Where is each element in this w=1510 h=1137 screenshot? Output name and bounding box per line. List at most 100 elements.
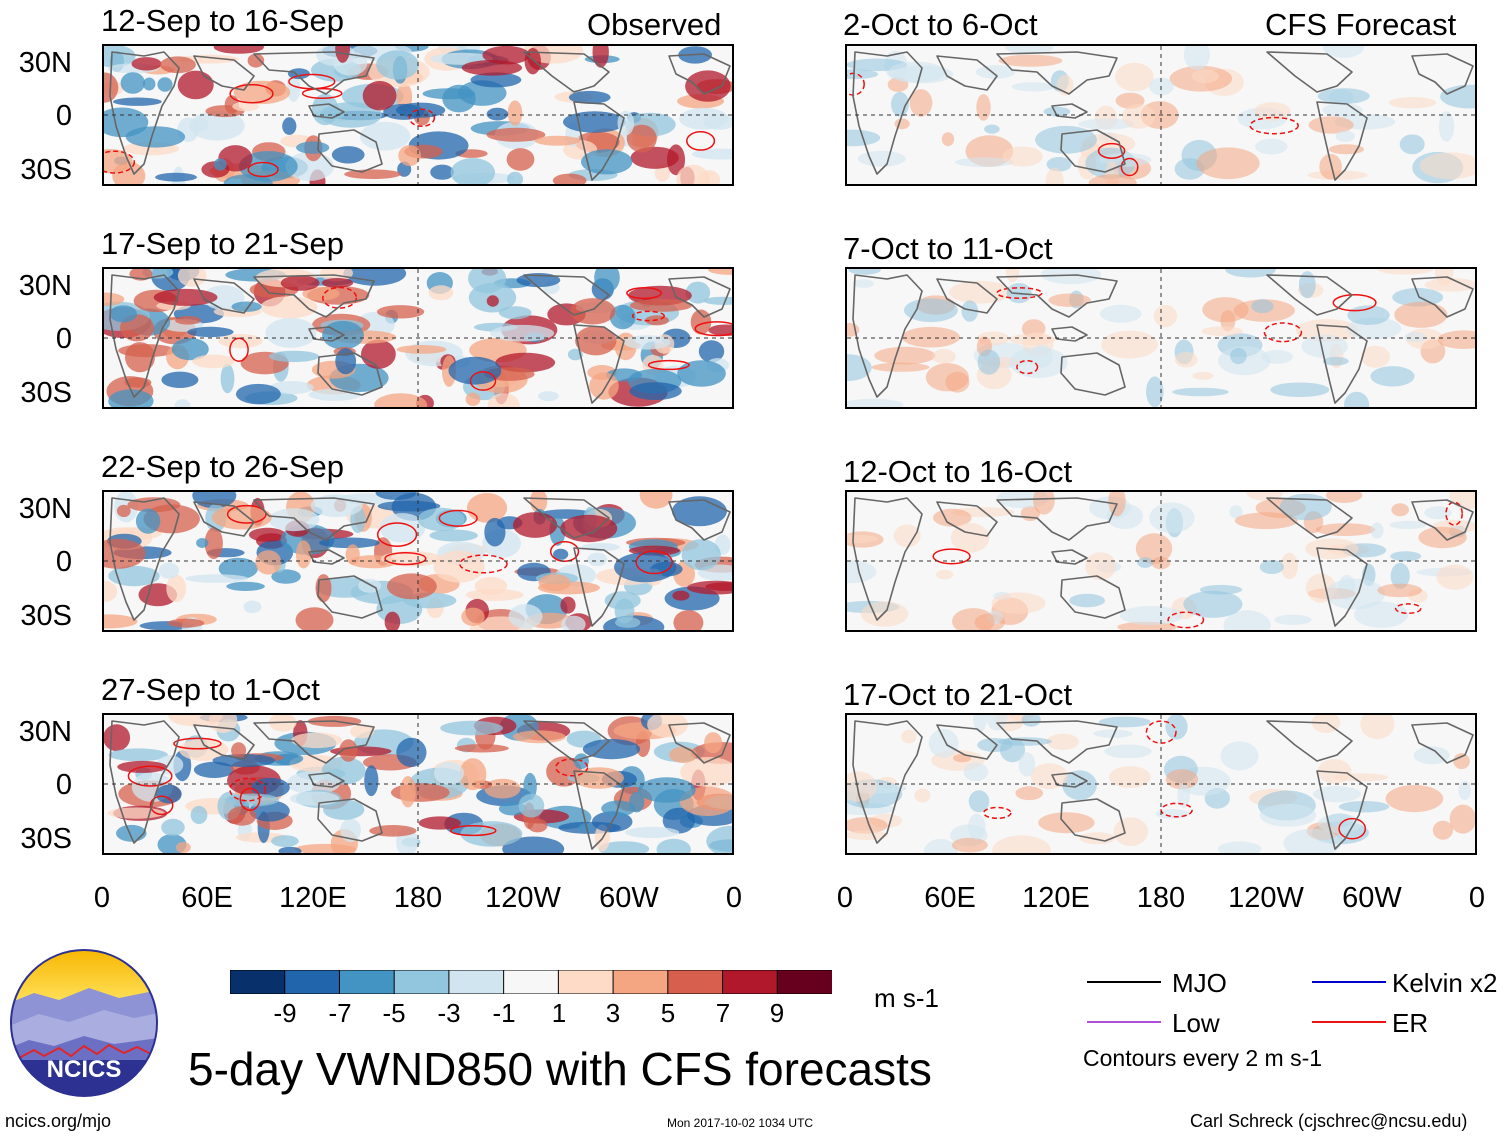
anomaly-patch (1046, 733, 1079, 750)
anomaly-patch (204, 527, 223, 560)
anomaly-patch (442, 84, 476, 113)
anomaly-patch (108, 748, 168, 762)
colorbar-swatch (557, 969, 615, 995)
contour-note: Contours every 2 m s-1 (1083, 1045, 1323, 1071)
anomaly-patch (1390, 562, 1410, 589)
anomaly-patch (667, 144, 685, 176)
anomaly-patch (1048, 293, 1091, 307)
anomaly-patch (1015, 786, 1044, 801)
anomaly-patch (1338, 801, 1390, 813)
anomaly-patch (1389, 520, 1427, 529)
panel-title-fc-2: 7-Oct to 11-Oct (843, 231, 1053, 266)
coastline (1411, 722, 1474, 764)
anomaly-patch (278, 846, 302, 853)
anomaly-patch (662, 807, 696, 834)
anomaly-patch (623, 335, 671, 350)
anomaly-patch (282, 117, 297, 135)
anomaly-patch (433, 761, 465, 785)
anomaly-patch (1225, 269, 1276, 278)
anomaly-patch (685, 281, 711, 304)
anomaly-patch (1199, 584, 1243, 595)
anomaly-patch (553, 548, 569, 560)
anomaly-patch (847, 398, 904, 407)
anomaly-patch (949, 280, 1012, 304)
anomaly-patch (233, 80, 291, 105)
anomaly-patch (220, 363, 235, 394)
anomaly-patch (1008, 333, 1056, 346)
colorbar-label-m9: -9 (273, 998, 297, 1028)
anomaly-patch (506, 171, 524, 184)
y-tick-0: 0 (55, 323, 72, 355)
anomaly-patch (384, 611, 401, 630)
anomaly-patch (1220, 310, 1236, 332)
coastline (1266, 51, 1353, 93)
anomaly-patch (482, 46, 531, 65)
colorbar-label-7: 7 (715, 998, 731, 1028)
er-contour (449, 825, 497, 837)
y-tick-30n: 30N (18, 493, 72, 525)
er-contour (694, 321, 732, 337)
coastline (1316, 770, 1368, 850)
anomaly-patch (508, 604, 543, 629)
anomaly-patch (1040, 269, 1102, 285)
anomaly-patch (362, 81, 397, 111)
anomaly-patch (647, 715, 689, 738)
colorbar-swatch (338, 969, 396, 995)
anomaly-patch (468, 269, 507, 294)
anomaly-patch (615, 617, 641, 628)
anomaly-patch (302, 286, 340, 301)
footer-timestamp: Mon 2017-10-02 1034 UTC (667, 1116, 814, 1130)
anomaly-patch (459, 758, 487, 791)
anomaly-patch (1109, 766, 1151, 788)
er-contour (982, 806, 1012, 820)
anomaly-patch (487, 393, 520, 407)
anomaly-patch (1183, 590, 1243, 618)
anomaly-patch (430, 164, 454, 180)
anomaly-patch (963, 762, 989, 782)
colorbar-label-m3: -3 (437, 998, 461, 1028)
coastline (1411, 499, 1474, 541)
anomaly-patch (1418, 526, 1467, 549)
anomaly-patch (335, 348, 357, 375)
x-tick-120w: 120W (485, 882, 561, 914)
anomaly-patch (260, 296, 318, 319)
anomaly-patch (998, 54, 1063, 67)
anomaly-patch (507, 100, 523, 126)
footer-url[interactable]: ncics.org/mjo (5, 1111, 112, 1131)
anomaly-patch (1002, 146, 1043, 167)
anomaly-patch (1119, 606, 1183, 625)
anomaly-patch (874, 346, 936, 365)
anomaly-patch (669, 746, 697, 763)
anomaly-patch (891, 91, 909, 117)
coastline (109, 274, 180, 398)
coastline (317, 352, 383, 396)
anomaly-patch (1458, 780, 1471, 801)
anomaly-patch (629, 299, 693, 312)
x-tick-60e: 60E (924, 882, 976, 914)
anomaly-patch (1033, 492, 1055, 515)
coastline (668, 53, 731, 95)
er-contour (1263, 322, 1303, 343)
anomaly-patch (109, 305, 138, 323)
anomaly-patch (187, 326, 234, 338)
anomaly-patch (1354, 601, 1409, 628)
anomaly-patch (677, 360, 726, 387)
anomaly-patch (155, 784, 182, 804)
y-tick-30s: 30S (20, 823, 72, 855)
anomaly-patch (232, 101, 260, 112)
anomaly-patch (1317, 88, 1370, 104)
x-tick-60w: 60W (1342, 882, 1402, 914)
anomaly-patch (350, 724, 375, 739)
er-contour (635, 550, 673, 575)
legend-label-kelvin: Kelvin x2 (1392, 968, 1498, 998)
anomaly-patch (1038, 812, 1095, 834)
anomaly-patch (681, 539, 721, 571)
anomaly-patch (1424, 506, 1452, 520)
anomaly-patch (168, 715, 223, 727)
anomaly-patch (190, 805, 208, 825)
map-panel-fc-4 (845, 713, 1477, 855)
anomaly-patch (904, 298, 958, 323)
coastline (1411, 276, 1474, 318)
anomaly-patch (1093, 729, 1133, 738)
anomaly-patch (625, 826, 680, 838)
